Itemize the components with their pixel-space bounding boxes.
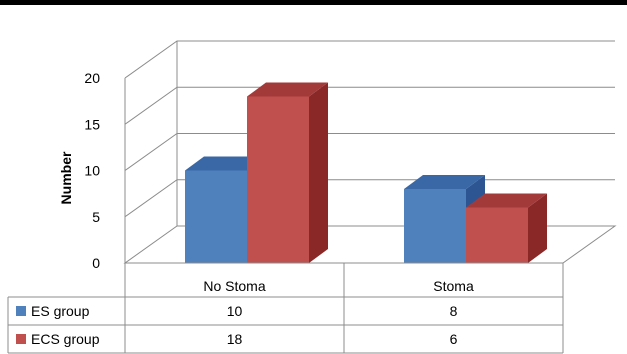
top-border <box>0 0 627 5</box>
bar-front <box>185 170 247 263</box>
bar-side <box>528 193 547 263</box>
data-label: 10 <box>227 303 243 319</box>
gridline <box>124 86 615 125</box>
bar-top <box>247 82 328 97</box>
bar-top <box>466 193 547 208</box>
y-tick-label: 5 <box>92 209 100 225</box>
data-label: 8 <box>450 303 458 319</box>
bar <box>247 82 328 263</box>
bar <box>466 193 547 263</box>
gridline <box>124 133 615 171</box>
y-axis-label: Number <box>58 151 74 204</box>
bar-front <box>404 189 466 263</box>
y-tick-label: 20 <box>84 70 100 86</box>
legend-swatch <box>16 334 26 344</box>
bar-front <box>466 207 528 263</box>
y-tick-label: 10 <box>84 163 100 179</box>
legend-label: ES group <box>31 303 90 319</box>
y-tick-labels: 0 5 10 15 20 <box>84 70 100 271</box>
data-label: 6 <box>450 331 458 347</box>
legend-swatch <box>16 306 26 316</box>
legend-label: ECS group <box>31 331 100 347</box>
x-tick-label: No Stoma <box>203 278 265 294</box>
data-table: No Stoma Stoma ES group 10 8 ECS group 18 6 <box>7 262 564 354</box>
bar-side <box>309 82 328 263</box>
y-tick-label: 15 <box>84 116 100 132</box>
bars <box>185 82 547 263</box>
gridline <box>124 40 615 79</box>
bar <box>404 175 485 263</box>
y-tick-label: 0 <box>92 255 100 271</box>
x-tick-label: Stoma <box>433 278 474 294</box>
bar-top <box>185 156 266 171</box>
data-label: 18 <box>227 331 243 347</box>
bar-top <box>404 175 485 189</box>
bar-front <box>247 96 309 263</box>
